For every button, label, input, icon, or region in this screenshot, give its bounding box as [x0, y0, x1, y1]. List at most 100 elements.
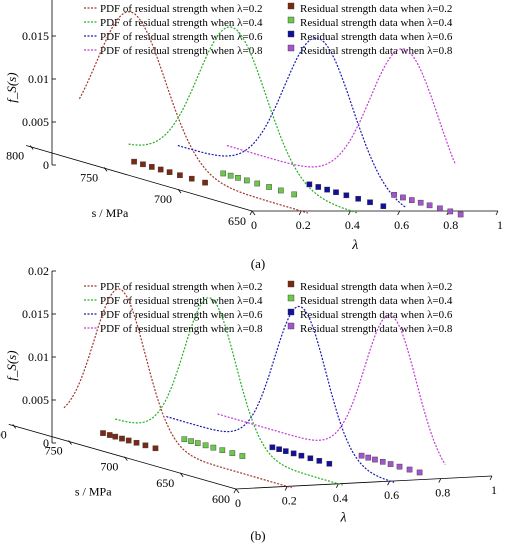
data-marker-lambda-0.6 — [326, 460, 333, 467]
data-marker-lambda-0.8 — [417, 199, 424, 206]
legend-marker-swatch — [287, 44, 295, 52]
legend-entry: Residual strength data when λ=0.6 — [300, 309, 453, 321]
data-marker-lambda-0.8 — [426, 202, 433, 209]
s-tick — [179, 472, 184, 478]
data-marker-lambda-0.8 — [365, 454, 372, 461]
legend-marker-swatch — [287, 322, 295, 330]
s-axis-line — [8, 423, 237, 490]
s-tick — [251, 210, 256, 216]
s-tick — [177, 188, 182, 194]
data-marker-lambda-0.4 — [244, 177, 250, 184]
pdf-curve-lambda-0.8 — [217, 314, 446, 465]
z-tick-label: 0.015 — [22, 29, 49, 43]
data-marker-lambda-0.8 — [409, 197, 415, 203]
data-marker-lambda-0.4 — [266, 184, 272, 190]
data-marker-lambda-0.8 — [372, 456, 378, 463]
data-marker-lambda-0.2 — [177, 172, 183, 179]
data-marker-lambda-0.4 — [291, 191, 297, 198]
lambda-tick — [336, 483, 339, 488]
data-marker-lambda-0.8 — [387, 461, 394, 467]
lambda-tick — [387, 481, 390, 486]
s-tick — [29, 145, 34, 150]
legend-entry: PDF of residual strength when λ=0.4 — [100, 17, 263, 29]
data-marker-lambda-0.8 — [391, 192, 397, 198]
lambda-tick-label: 0.2 — [296, 218, 311, 232]
legend-marker-swatch — [287, 308, 295, 316]
legend-entry: Residual strength data when λ=0.4 — [300, 17, 453, 29]
data-marker-lambda-0.4 — [239, 453, 246, 459]
s-tick — [68, 440, 72, 445]
data-marker-lambda-0.2 — [202, 179, 208, 186]
lambda-axis-line — [235, 475, 493, 490]
data-marker-lambda-0.6 — [298, 452, 305, 459]
z-tick-label: 0.02 — [28, 264, 49, 278]
z-tick-label: 0 — [43, 158, 49, 172]
data-marker-lambda-0.6 — [276, 446, 282, 453]
s-tick-label: 650 — [156, 476, 174, 490]
s-tick — [12, 424, 17, 429]
data-marker-lambda-0.2 — [106, 432, 113, 438]
pdf-curve-lambda-0.2 — [63, 288, 292, 489]
legend-entry: PDF of residual strength when λ=0.2 — [100, 281, 262, 293]
z-tick-label: 0.01 — [28, 72, 49, 86]
z-axis-label: f_S(s) — [4, 350, 19, 380]
legend-marker-swatch — [287, 16, 295, 24]
legend-entry: PDF of residual strength when λ=0.6 — [100, 309, 263, 321]
s-axis-label: s / MPa — [92, 206, 129, 220]
lambda-tick-label: 0.8 — [443, 218, 458, 232]
lambda-tick-label: 0.6 — [384, 488, 399, 502]
legend-entry: Residual strength data when λ=0.2 — [300, 3, 452, 15]
lambda-tick — [249, 210, 253, 216]
lambda-tick-label: 0.6 — [394, 218, 409, 232]
s-tick-label: 700 — [100, 460, 118, 474]
lambda-tick-label: 0.4 — [345, 218, 360, 232]
lambda-tick-label: 0.8 — [435, 486, 450, 500]
z-tick-label: 0 — [43, 436, 49, 450]
z-axis-label: f_S(s) — [4, 72, 19, 102]
legend-marker-swatch — [287, 2, 295, 10]
pdf-curve-lambda-0.8 — [226, 48, 457, 168]
data-marker-lambda-0.6 — [306, 181, 313, 188]
s-tick — [235, 488, 240, 494]
data-marker-lambda-0.4 — [278, 187, 284, 194]
s-tick — [103, 167, 108, 172]
data-marker-lambda-0.8 — [396, 463, 403, 470]
data-marker-lambda-0.4 — [181, 436, 188, 443]
data-marker-lambda-0.6 — [380, 203, 387, 209]
legend-entry: Residual strength data when λ=0.8 — [300, 323, 453, 335]
lambda-tick — [348, 210, 351, 216]
panel-label-a: (a) — [250, 256, 266, 271]
lambda-tick-label: 0.2 — [282, 493, 297, 507]
s-axis-label: s / MPa — [75, 484, 112, 498]
data-marker-lambda-0.2 — [166, 169, 173, 175]
data-marker-lambda-0.2 — [149, 164, 155, 170]
pdf-curve-lambda-0.6 — [166, 305, 395, 483]
data-marker-lambda-0.4 — [194, 440, 201, 446]
z-tick-label: 0.015 — [22, 307, 49, 321]
legend-entry: PDF of residual strength when λ=0.8 — [100, 45, 263, 57]
pdf-curve-lambda-0.6 — [177, 37, 407, 209]
data-marker-lambda-0.2 — [119, 435, 125, 442]
lambda-tick-label: 0 — [235, 496, 241, 510]
s-tick-label: 700 — [154, 192, 172, 206]
lambda-axis-label: λ — [351, 238, 358, 253]
lambda-tick-label: 0 — [251, 218, 257, 232]
data-marker-lambda-0.2 — [100, 430, 106, 436]
s-tick-label: 600 — [212, 492, 230, 506]
data-marker-lambda-0.2 — [112, 433, 119, 440]
data-marker-lambda-0.8 — [358, 452, 365, 459]
s-tick-label: 750 — [45, 444, 63, 458]
pdf-curve-lambda-0.2 — [78, 11, 309, 214]
data-marker-lambda-0.6 — [290, 450, 297, 457]
lambda-tick — [438, 478, 442, 483]
data-marker-lambda-0.6 — [269, 444, 276, 451]
data-marker-lambda-0.2 — [140, 161, 146, 168]
legend-marker-swatch — [287, 280, 295, 288]
data-marker-lambda-0.8 — [457, 211, 464, 218]
data-marker-lambda-0.4 — [202, 442, 209, 449]
data-marker-lambda-0.8 — [437, 205, 443, 212]
lambda-tick-label: 1 — [497, 218, 503, 232]
chart-panel-a: PDF of residual strength when λ=0.2 PDF o… — [4, 0, 503, 253]
legend-entry: Residual strength data when λ=0.6 — [300, 31, 453, 43]
data-marker-lambda-0.6 — [315, 184, 322, 190]
